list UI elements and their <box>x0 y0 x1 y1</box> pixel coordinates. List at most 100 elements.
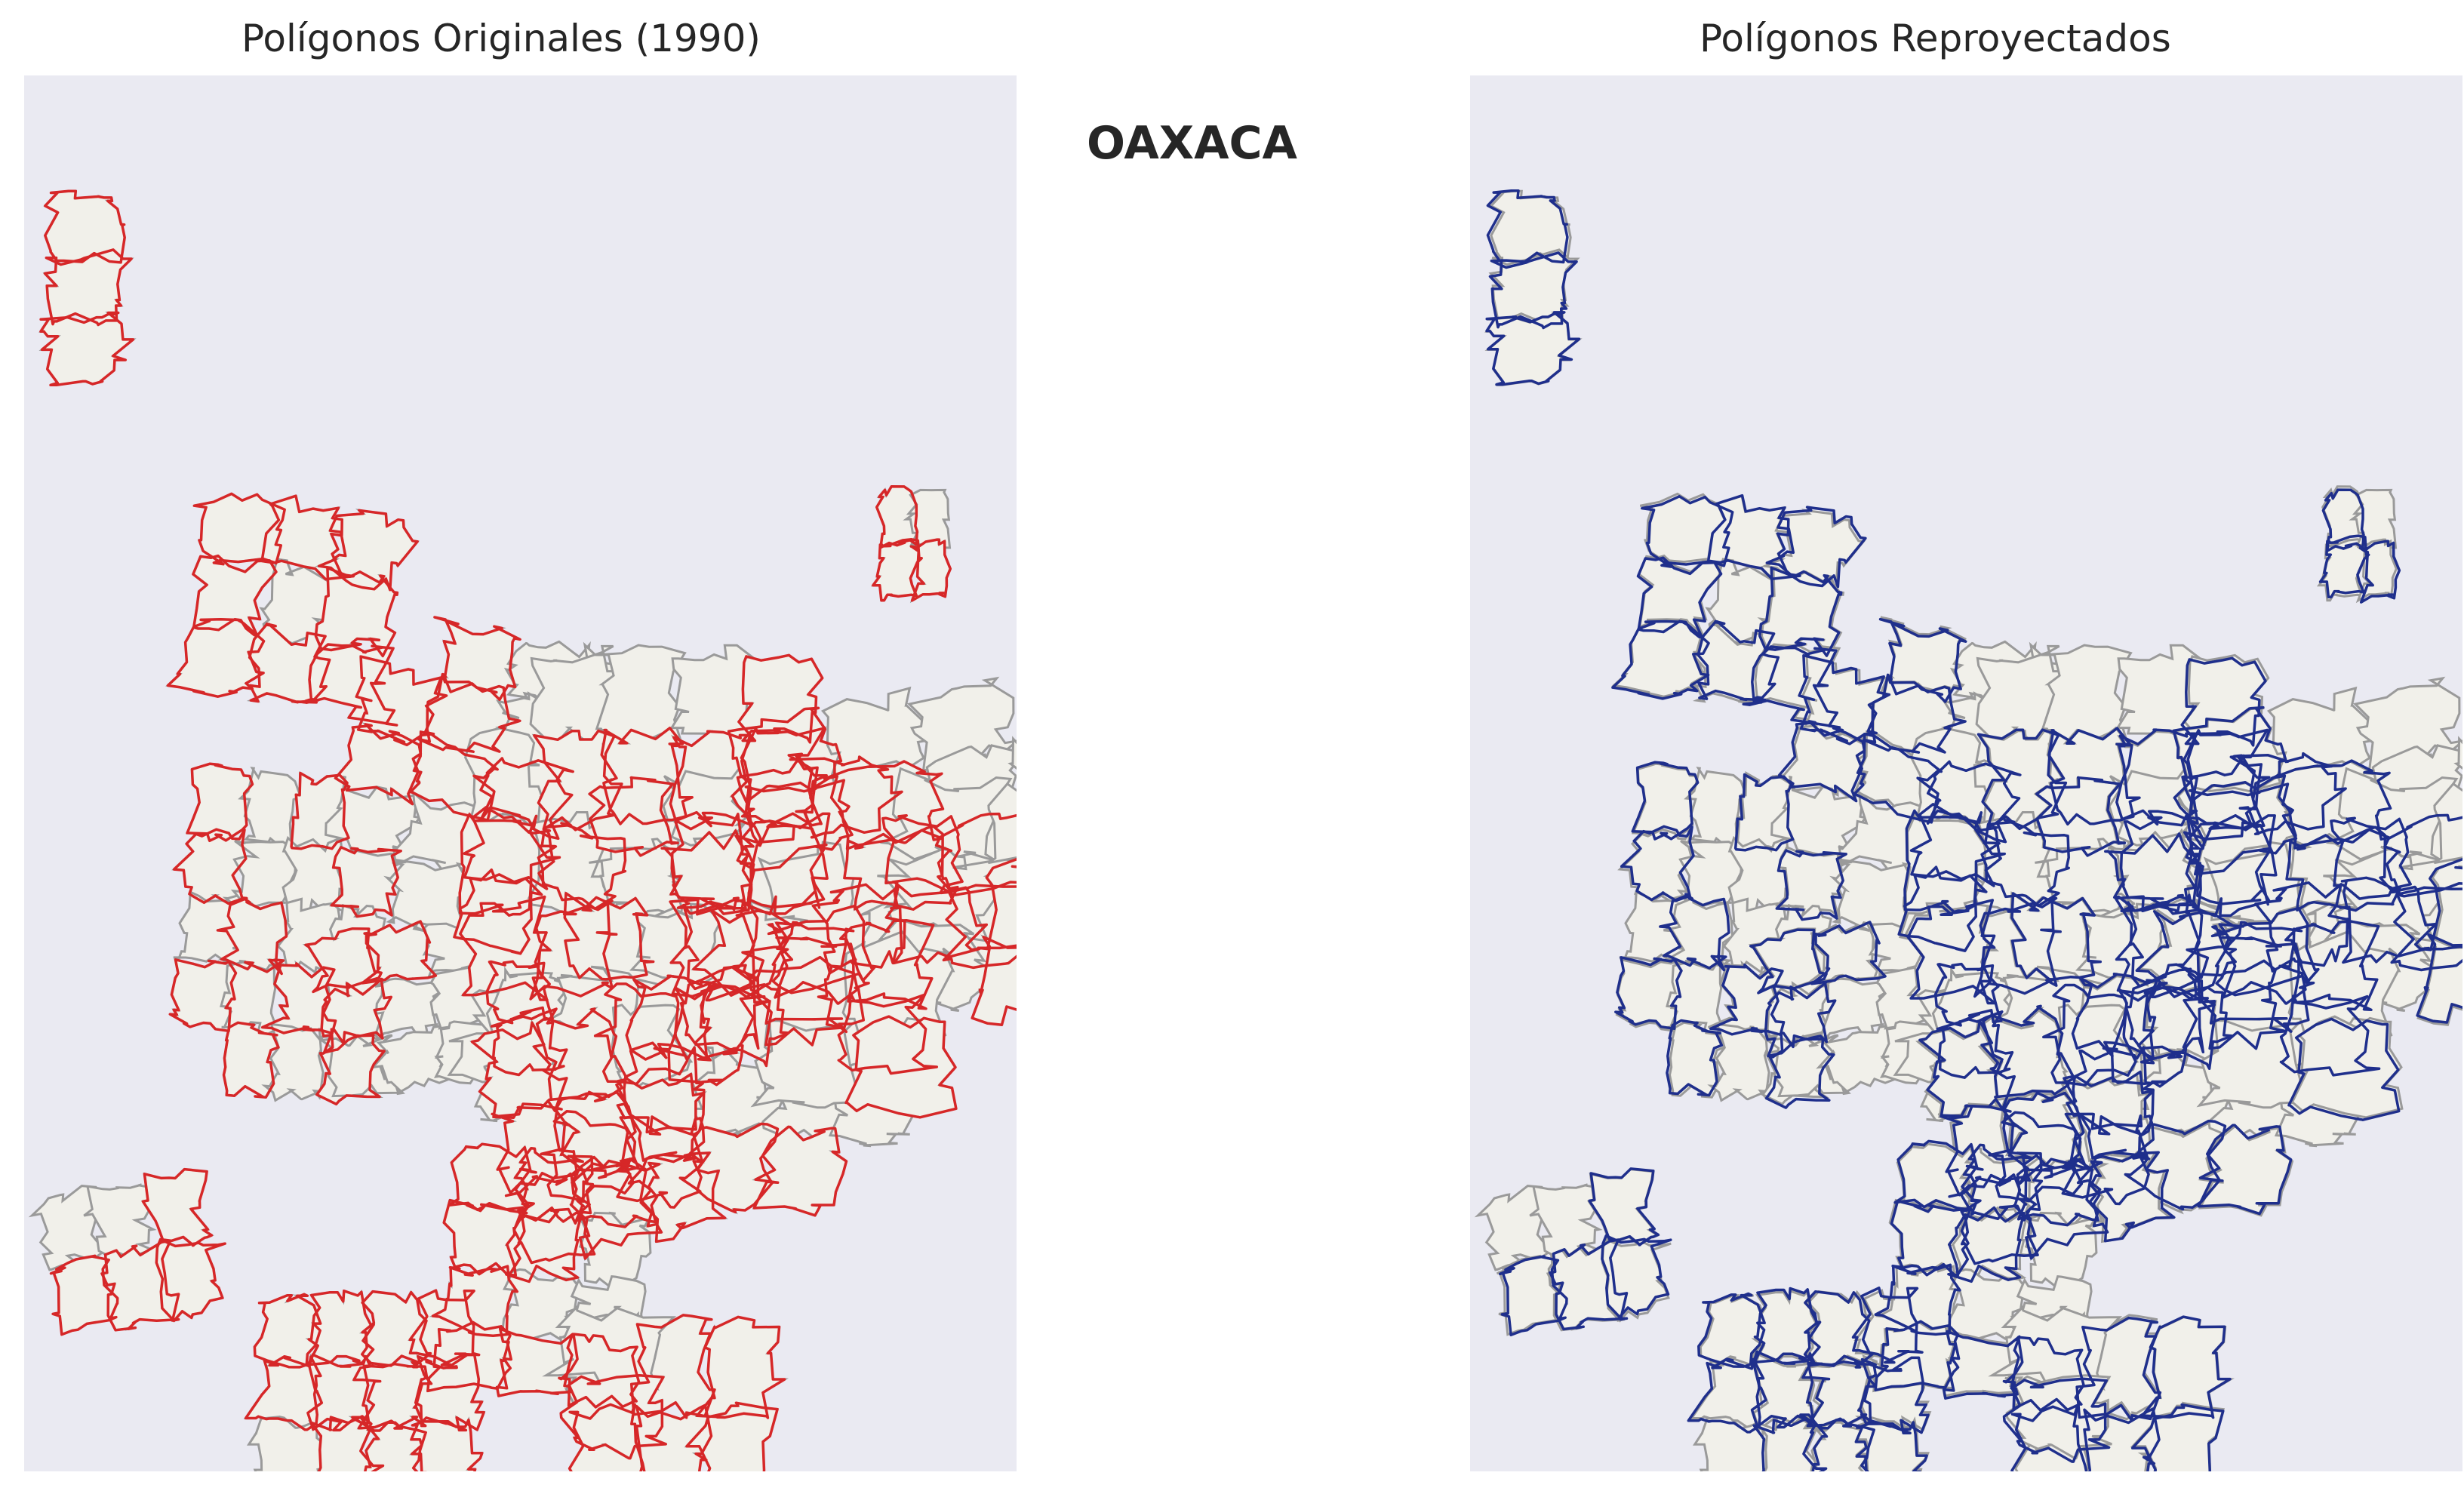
original-polygon-outline <box>540 1110 635 1201</box>
reprojected-polygon-outline <box>1801 1360 1878 1428</box>
original-polygon-outline <box>299 643 398 727</box>
reprojected-polygon-outline <box>2188 782 2298 876</box>
reprojected-polygon-outline <box>2104 832 2197 915</box>
original-polygon-outline <box>843 825 959 911</box>
reprojected-polygon-outline <box>1687 1357 1765 1434</box>
reprojected-polygon-outline <box>1764 981 1837 1058</box>
base-polygons-layer <box>1474 189 2462 1471</box>
original-polygon-outline <box>222 1021 280 1099</box>
original-polygon-outline <box>744 779 854 872</box>
reprojected-polygon-outline <box>1947 1206 2026 1283</box>
reprojected-polygon-outline <box>1765 506 1867 589</box>
original-polygon-outline <box>216 896 288 976</box>
reprojected-polygon-outline <box>1601 1234 1672 1319</box>
original-polygon-outline <box>417 672 521 753</box>
reprojected-polygon-outline <box>1909 803 2002 887</box>
original-polygons-map <box>24 75 1017 1471</box>
base-polygon <box>750 1019 859 1109</box>
original-polygon-outline <box>568 1403 646 1471</box>
original-polygon-outline <box>330 846 402 918</box>
original-polygon-outline <box>752 936 870 1034</box>
reprojected-polygon-outline <box>2287 1017 2401 1121</box>
reprojected-polygon-outline <box>1856 1356 1930 1434</box>
base-polygon <box>844 1015 958 1119</box>
reprojected-polygon-outline <box>2124 967 2216 1059</box>
original-polygon-outline <box>39 311 135 387</box>
reprojected-polygon-outline <box>1549 1238 1629 1331</box>
original-polygon-outline <box>314 567 399 658</box>
reprojected-polygon-outline <box>1752 1418 1828 1471</box>
original-polygon-outline <box>44 189 126 264</box>
original-polygon-outline <box>588 776 679 857</box>
base-polygon <box>2424 858 2462 951</box>
original-polygon-outline <box>574 1155 661 1228</box>
reprojected-polygon-outline <box>1874 1263 1961 1336</box>
original-polygon-outline <box>505 1206 583 1283</box>
original-polygon-outline <box>767 904 876 995</box>
original-polygon-outline <box>433 616 521 701</box>
base-polygon <box>578 1211 652 1289</box>
reprojected-polygons-map <box>1470 75 2462 1471</box>
reprojected-polygon-outline <box>2254 881 2349 973</box>
figure-title: OAXACA <box>1087 117 1297 170</box>
outline-polygons-layer <box>39 189 1017 1471</box>
original-polygon-outline <box>306 1290 375 1366</box>
original-polygon-outline <box>260 962 337 1035</box>
reprojected-polygon-outline <box>2002 1377 2111 1463</box>
original-polygon-outline <box>682 896 765 991</box>
original-polygon-outline <box>837 992 939 1075</box>
reprojected-polygon-outline <box>1697 1292 1766 1368</box>
base-polygon <box>1829 859 1920 932</box>
reprojected-polygon-outline <box>1878 617 1967 703</box>
original-polygon-outline <box>100 1239 180 1332</box>
base-polygon <box>140 1168 214 1247</box>
original-polygon-outline <box>172 828 248 905</box>
original-polygon-outline <box>320 977 393 1054</box>
reprojected-polygon-outline <box>1918 1019 2016 1117</box>
original-polygon-outline <box>875 484 919 549</box>
reprojected-polygon-outline <box>2130 1403 2225 1471</box>
original-polygon-outline <box>752 1125 848 1217</box>
reprojected-polygon-outline <box>2076 1151 2176 1243</box>
reprojected-polygon-outline <box>1696 619 1780 702</box>
reprojected-polygon-outline <box>2141 1315 2232 1419</box>
reprojected-polygon-outline <box>1742 645 1841 729</box>
reprojected-polygon-outline <box>2042 983 2137 1087</box>
reprojected-polygon-outline <box>2192 959 2288 1050</box>
reprojected-polygon-outline <box>1631 761 1700 841</box>
base-polygon <box>2323 847 2462 943</box>
original-polygon-outline <box>304 927 383 994</box>
original-polygon-outline <box>691 1122 780 1214</box>
original-polygon-outline <box>600 727 694 825</box>
reprojected-polygon-outline <box>1936 1010 2014 1079</box>
original-polygon-outline <box>141 1167 214 1247</box>
reprojected-polygon-outline <box>2383 813 2462 898</box>
original-polygon-outline <box>695 1315 786 1419</box>
reprojected-polygon-outline <box>2136 985 2233 1071</box>
original-polygon-outline <box>909 538 952 602</box>
original-polygon-outline <box>774 921 859 1005</box>
original-polygon-outline <box>459 895 549 1001</box>
original-polygons-svg <box>28 189 1017 1471</box>
reprojected-polygon-outline <box>1980 819 2070 907</box>
reprojected-polygon-outline <box>1752 1287 1822 1364</box>
original-polygon-outline <box>537 822 627 910</box>
original-polygon-outline <box>355 655 448 747</box>
base-polygon <box>2024 1211 2098 1289</box>
original-polygon-outline <box>410 1419 484 1471</box>
reprojected-polygon-outline <box>2210 906 2320 997</box>
reprojected-polygon-outline <box>2197 1124 2293 1216</box>
reprojected-polygon-outline <box>1982 1004 2075 1099</box>
original-polygon-outline <box>408 1289 481 1366</box>
reprojected-polygon-outline <box>1943 1330 2021 1400</box>
original-polygon-outline <box>872 538 923 602</box>
outline-polygons-layer <box>1485 189 2462 1471</box>
reprojected-polygon-outline <box>1854 1421 1928 1471</box>
original-polygon-outline <box>563 892 655 981</box>
original-polygon-outline <box>351 1416 427 1471</box>
original-polygon-outline <box>431 1265 519 1338</box>
original-polygon-outline <box>740 727 828 827</box>
reprojected-polygon-outline <box>1940 1105 2028 1197</box>
reprojected-polygon-outline <box>2358 540 2401 604</box>
reprojected-polygon-outline <box>2172 706 2287 803</box>
